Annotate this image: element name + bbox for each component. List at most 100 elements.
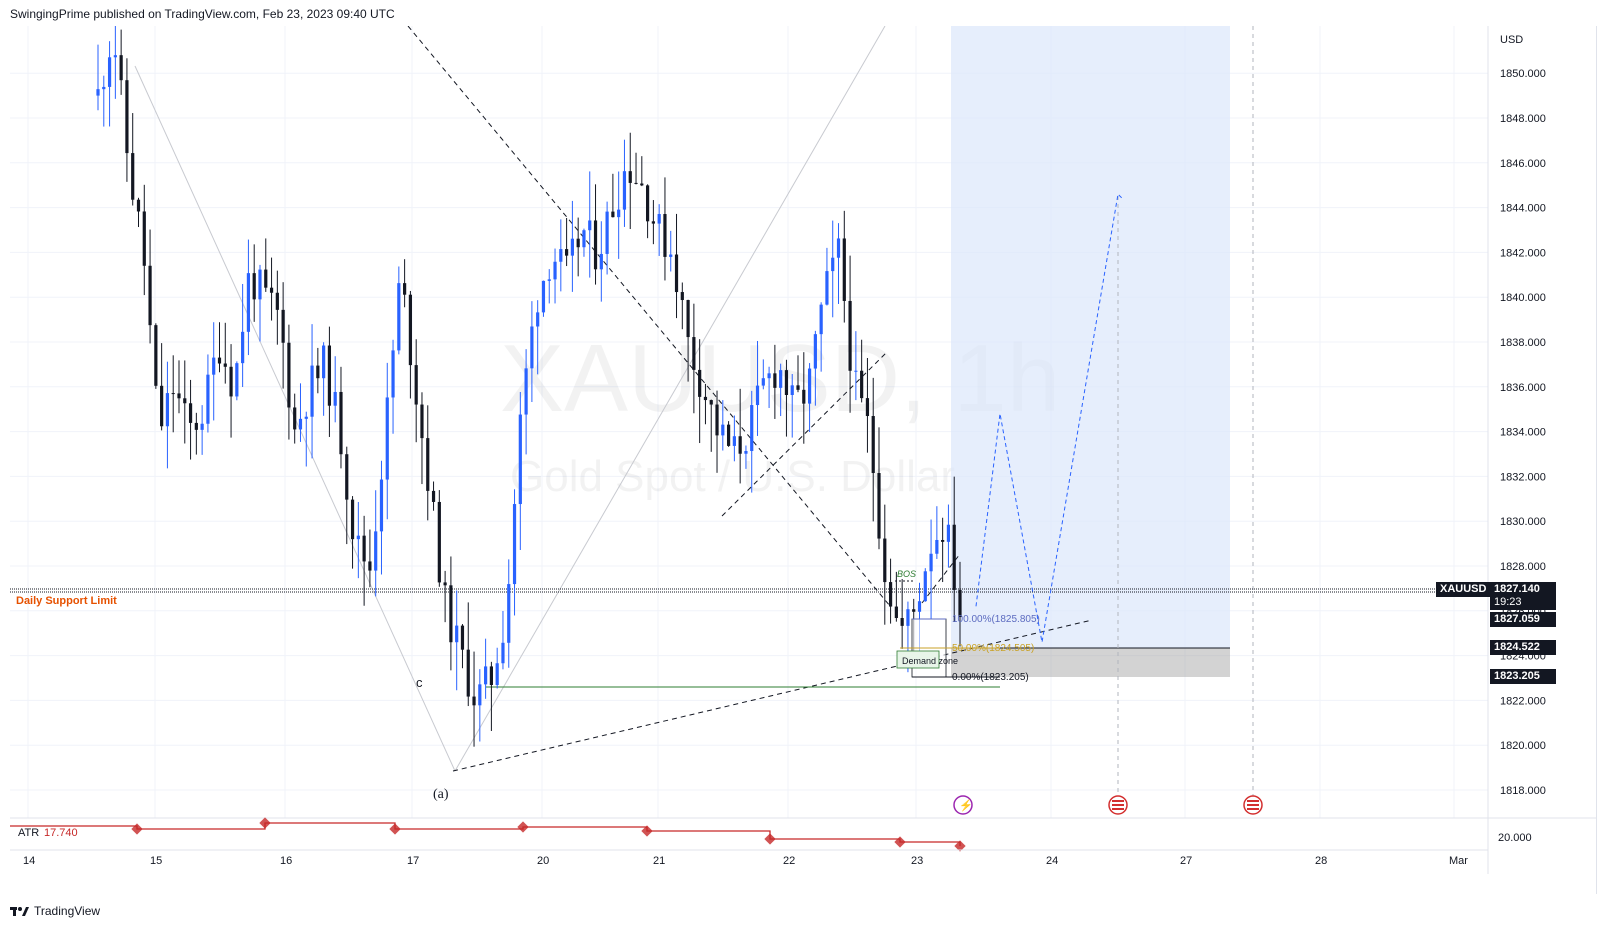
- candle[interactable]: [570, 200, 574, 292]
- candle[interactable]: [645, 184, 650, 239]
- candle[interactable]: [293, 393, 297, 444]
- candle[interactable]: [484, 638, 488, 699]
- price-axis[interactable]: 1818.0001820.0001822.0001824.0001826.000…: [1500, 68, 1546, 797]
- candle[interactable]: [235, 361, 239, 401]
- candle[interactable]: [703, 383, 708, 425]
- candle[interactable]: [223, 322, 227, 384]
- candle[interactable]: [397, 266, 401, 355]
- candle[interactable]: [883, 504, 887, 625]
- candle[interactable]: [726, 421, 731, 447]
- candle[interactable]: [952, 476, 956, 622]
- chart-area[interactable]: XAUUSD, 1h Gold Spot / U.S. Dollar Daily…: [10, 26, 1597, 894]
- candle[interactable]: [333, 356, 337, 423]
- candle[interactable]: [536, 300, 540, 375]
- candle[interactable]: [501, 610, 505, 670]
- candle[interactable]: [212, 322, 216, 421]
- candle[interactable]: [258, 264, 262, 342]
- time-axis[interactable]: 14 15 16 17 20 21 22 23 24 27 28 Mar: [23, 855, 1468, 867]
- candle[interactable]: [316, 347, 320, 394]
- candle[interactable]: [680, 282, 684, 330]
- footer[interactable]: TradingView: [10, 904, 100, 918]
- candle[interactable]: [784, 359, 789, 437]
- candle[interactable]: [674, 213, 679, 319]
- candle[interactable]: [420, 392, 424, 485]
- candle[interactable]: [692, 303, 696, 414]
- candle[interactable]: [322, 342, 326, 416]
- candle[interactable]: [831, 220, 835, 318]
- candle[interactable]: [310, 324, 314, 459]
- candle[interactable]: [241, 283, 245, 387]
- candle[interactable]: [368, 529, 372, 588]
- candle[interactable]: [264, 238, 268, 292]
- candle[interactable]: [628, 132, 632, 230]
- candle[interactable]: [836, 223, 841, 304]
- candle[interactable]: [327, 326, 332, 437]
- candle[interactable]: [287, 324, 291, 440]
- candle[interactable]: [854, 331, 858, 401]
- candle[interactable]: [888, 558, 893, 624]
- candle[interactable]: [877, 427, 881, 550]
- lightning-event-icon[interactable]: ⚡: [953, 795, 973, 815]
- atr-indicator[interactable]: [10, 817, 966, 852]
- candle[interactable]: [275, 270, 279, 345]
- demand-zone-box[interactable]: [896, 650, 940, 669]
- candle[interactable]: [576, 217, 580, 277]
- candle[interactable]: [107, 41, 112, 127]
- candle[interactable]: [929, 519, 933, 620]
- candle[interactable]: [345, 446, 349, 545]
- candle[interactable]: [593, 184, 598, 285]
- candle[interactable]: [657, 204, 661, 256]
- candle[interactable]: [819, 302, 823, 372]
- candle[interactable]: [761, 359, 765, 390]
- candle[interactable]: [246, 239, 251, 356]
- candle[interactable]: [582, 228, 586, 257]
- candle[interactable]: [188, 379, 193, 460]
- candle[interactable]: [131, 113, 135, 206]
- candle[interactable]: [894, 571, 898, 622]
- candle[interactable]: [177, 360, 181, 414]
- candle[interactable]: [588, 171, 592, 278]
- candle[interactable]: [472, 651, 476, 747]
- candle[interactable]: [622, 139, 627, 227]
- candle[interactable]: [443, 570, 447, 623]
- candle[interactable]: [171, 355, 175, 433]
- candle[interactable]: [374, 490, 378, 597]
- candle[interactable]: [437, 490, 441, 587]
- candle[interactable]: [391, 339, 395, 434]
- candle[interactable]: [779, 363, 783, 417]
- candle[interactable]: [871, 377, 875, 522]
- candle[interactable]: [802, 352, 806, 444]
- candle[interactable]: [431, 481, 436, 511]
- candle[interactable]: [113, 26, 117, 99]
- candle[interactable]: [455, 590, 459, 691]
- candle[interactable]: [599, 221, 603, 302]
- candle[interactable]: [466, 602, 470, 707]
- candle[interactable]: [165, 361, 170, 469]
- chart-svg[interactable]: XAUUSD, 1h Gold Spot / U.S. Dollar Daily…: [10, 26, 1596, 894]
- candle[interactable]: [385, 362, 389, 520]
- candle[interactable]: [102, 75, 106, 127]
- candle[interactable]: [408, 290, 413, 399]
- candle[interactable]: [842, 210, 846, 323]
- candle[interactable]: [142, 184, 146, 296]
- candle[interactable]: [524, 349, 528, 455]
- candle[interactable]: [559, 219, 563, 292]
- candles[interactable]: [96, 26, 962, 747]
- candle[interactable]: [426, 405, 430, 521]
- candle[interactable]: [217, 322, 222, 373]
- candle[interactable]: [923, 568, 927, 602]
- candle[interactable]: [698, 339, 702, 444]
- us-flag-event-icon-1[interactable]: [1108, 795, 1128, 815]
- projection-zone[interactable]: [951, 26, 1230, 648]
- candle[interactable]: [379, 460, 384, 575]
- candle[interactable]: [865, 357, 870, 453]
- gray-demand-box[interactable]: [951, 648, 1230, 677]
- candle[interactable]: [269, 257, 274, 321]
- candle[interactable]: [860, 339, 864, 403]
- candle[interactable]: [946, 504, 951, 568]
- candle[interactable]: [663, 177, 667, 281]
- candle[interactable]: [119, 29, 123, 95]
- us-flag-event-icon-2[interactable]: [1243, 795, 1263, 815]
- candle[interactable]: [206, 354, 210, 433]
- candle[interactable]: [350, 496, 355, 569]
